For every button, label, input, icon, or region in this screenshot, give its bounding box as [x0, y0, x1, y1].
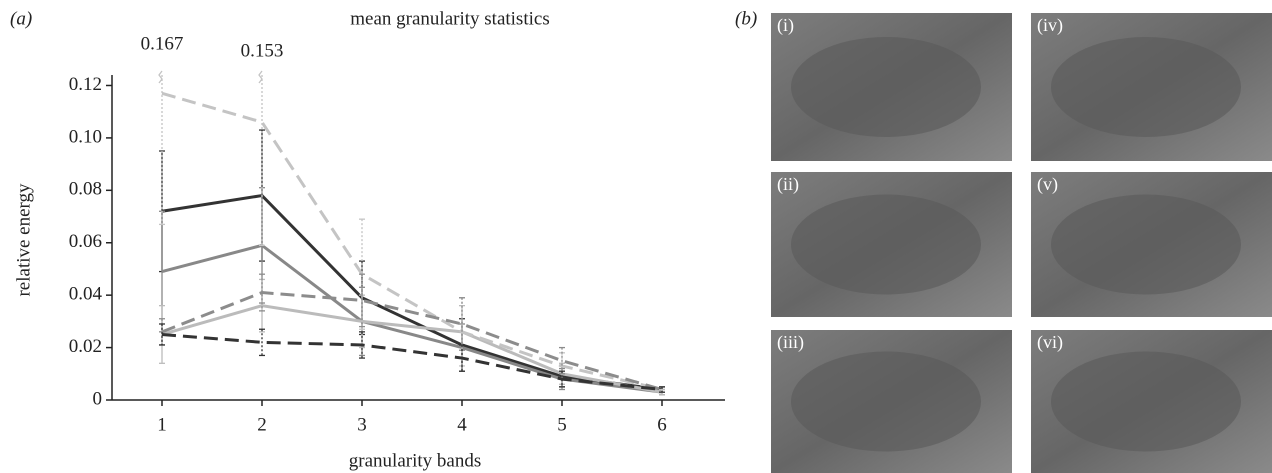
y-axis-label: relative energy: [13, 183, 34, 297]
photo-label: (i): [777, 15, 794, 36]
photo-object: [1051, 351, 1241, 452]
series-line: [161, 91, 663, 391]
y-tick-label: 0.10: [69, 126, 102, 147]
x-tick-label: 1: [157, 414, 167, 435]
annotation: 0.167: [141, 33, 184, 54]
series-line: [161, 304, 663, 394]
x-tick-label: 6: [657, 414, 667, 435]
series-line: [161, 193, 663, 392]
series-line: [161, 243, 663, 394]
photo-object: [791, 194, 981, 295]
x-axis-label: granularity bands: [349, 450, 481, 471]
y-tick-label: 0.08: [69, 179, 102, 200]
error-break: [158, 70, 163, 84]
y-tick-label: 0.12: [69, 74, 102, 95]
y-tick-label: 0.06: [69, 231, 102, 252]
photo-label: (ii): [777, 174, 799, 195]
photo-object: [791, 37, 981, 137]
photo-label: (vi): [1037, 332, 1063, 353]
panel-label: (b): [735, 8, 757, 29]
x-tick-label: 4: [457, 414, 467, 435]
photo-label: (iv): [1037, 15, 1063, 36]
annotation: 0.153: [241, 40, 284, 61]
y-tick-label: 0: [93, 388, 103, 409]
y-tick-label: 0.04: [69, 284, 103, 305]
photo-object: [1051, 194, 1241, 295]
error-break: [258, 70, 263, 84]
photo-panel: (i) (iv) (ii) (v) (iii) (vi): [771, 13, 1272, 473]
chart-title: mean granularity statistics: [350, 8, 549, 29]
series-line: [161, 291, 663, 391]
x-tick-label: 2: [257, 414, 267, 435]
x-tick-label: 3: [357, 414, 367, 435]
photo-label: (iii): [777, 332, 804, 353]
photo-label: (v): [1037, 174, 1058, 195]
photo-object: [791, 351, 981, 452]
y-tick-label: 0.02: [69, 336, 102, 357]
photo-object: [1051, 37, 1241, 137]
series-line: [161, 332, 663, 392]
panel-label: (a): [10, 8, 32, 29]
x-tick-label: 5: [557, 414, 567, 435]
